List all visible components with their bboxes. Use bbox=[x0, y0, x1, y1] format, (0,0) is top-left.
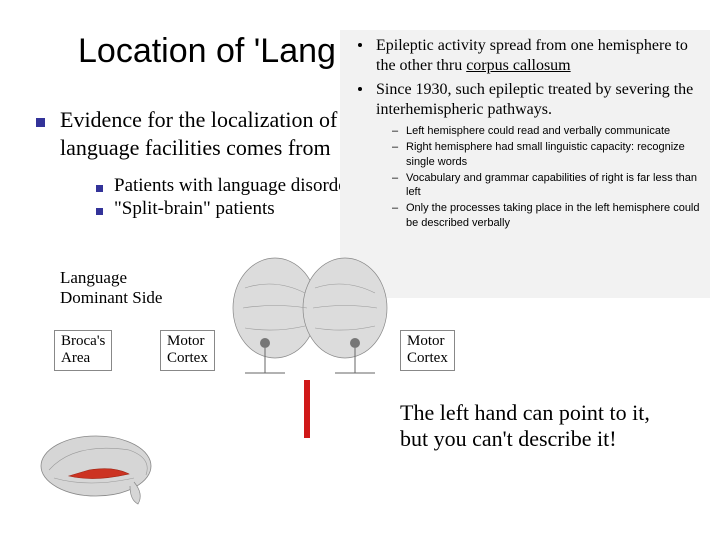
mcortex-r2: Cortex bbox=[407, 350, 448, 366]
main-bullet-line2: language facilities comes from bbox=[60, 135, 331, 160]
brain-top-diagram bbox=[215, 248, 405, 378]
overlay-bullet-2: Since 1930, such epileptic treated by se… bbox=[348, 80, 702, 120]
bullet-dot-icon bbox=[358, 43, 362, 47]
overlay-sub-1-text: Left hemisphere could read and verbally … bbox=[406, 125, 670, 137]
overlay-sub-1: –Left hemisphere could read and verbally… bbox=[348, 124, 702, 138]
bullet-square-icon bbox=[36, 118, 45, 127]
dash-icon: – bbox=[392, 140, 398, 154]
sub-bullet-square-icon bbox=[96, 185, 103, 192]
overlay-p2: Since 1930, such epileptic treated by se… bbox=[376, 81, 693, 118]
overlay-sub-3-text: Vocabulary and grammar capabilities of r… bbox=[406, 172, 697, 198]
mcortex-l2: Cortex bbox=[167, 350, 208, 366]
dash-icon: – bbox=[392, 171, 398, 185]
overlay-p1-underline: corpus callosum bbox=[466, 57, 570, 74]
sever-bar-icon bbox=[304, 380, 310, 438]
broca-line2: Area bbox=[61, 350, 90, 366]
dash-icon: – bbox=[392, 201, 398, 215]
closing-line2: but you can't describe it! bbox=[400, 426, 617, 451]
overlay-sub-2-text: Right hemisphere had small linguistic ca… bbox=[406, 141, 685, 167]
main-bullet-text: Evidence for the localization of languag… bbox=[60, 106, 360, 161]
main-bullet-line1: Evidence for the localization of bbox=[60, 107, 337, 132]
mcortex-l1: Motor bbox=[167, 333, 205, 349]
dash-icon: – bbox=[392, 124, 398, 138]
overlay-bullet-1: Epileptic activity spread from one hemis… bbox=[348, 36, 702, 76]
slide-title: Location of 'Lang bbox=[78, 32, 336, 71]
lang-dom-line1: Language bbox=[60, 268, 127, 287]
motor-cortex-right-label: Motor Cortex bbox=[400, 330, 455, 371]
overlay-sub-3: –Vocabulary and grammar capabilities of … bbox=[348, 171, 702, 200]
bullet-dot-icon bbox=[358, 87, 362, 91]
closing-line1: The left hand can point to it, bbox=[400, 400, 650, 425]
sub-bullet-1: Patients with language disorders bbox=[114, 175, 360, 197]
mcortex-r1: Motor bbox=[407, 333, 445, 349]
motor-cortex-left-label: Motor Cortex bbox=[160, 330, 215, 371]
language-dominant-label: Language Dominant Side bbox=[60, 268, 162, 307]
lang-dom-line2: Dominant Side bbox=[60, 288, 162, 307]
overlay-sub-2: –Right hemisphere had small linguistic c… bbox=[348, 140, 702, 169]
broca-area-label: Broca's Area bbox=[54, 330, 112, 371]
sub-bullet-square-icon bbox=[96, 208, 103, 215]
sub-bullet-2: "Split-brain" patients bbox=[114, 198, 275, 220]
closing-text: The left hand can point to it, but you c… bbox=[400, 400, 700, 453]
broca-line1: Broca's bbox=[61, 333, 105, 349]
overlay-sub-4: –Only the processes taking place in the … bbox=[348, 201, 702, 230]
brain-side-diagram bbox=[34, 430, 164, 510]
overlay-sub-4-text: Only the processes taking place in the l… bbox=[406, 202, 700, 228]
